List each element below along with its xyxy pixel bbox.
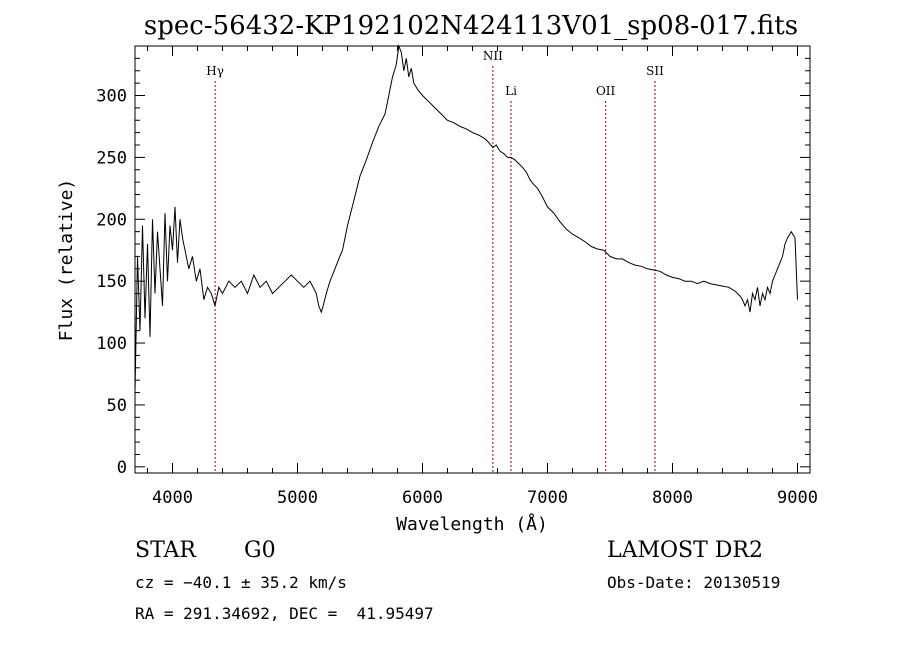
x-tick-label: 6000 — [402, 488, 443, 508]
x-tick-label: 9000 — [777, 488, 818, 508]
redshift-text: cz = −40.1 ± 35.2 km/s — [135, 573, 347, 592]
line-marker-label: Li — [505, 84, 517, 98]
y-tick-label: 0 — [117, 458, 127, 478]
line-marker-label: SII — [646, 64, 664, 78]
line-marker-label: OII — [596, 84, 616, 98]
y-tick-label: 250 — [96, 148, 127, 168]
x-tick-label: 5000 — [277, 488, 318, 508]
spectrum-line — [134, 44, 798, 393]
x-tick-label: 7000 — [527, 488, 568, 508]
y-axis-label: Flux (relative) — [56, 179, 77, 342]
x-tick-label: 4000 — [152, 488, 193, 508]
line-marker-label: NII — [483, 49, 503, 63]
y-tick-label: 100 — [96, 334, 127, 354]
y-tick-label: 200 — [96, 210, 127, 230]
object-class: STAR — [135, 538, 196, 563]
axis-ticks: 4000 5000 6000 7000 8000 9000 0 50 100 150 200 250 3… — [96, 46, 818, 508]
x-tick-label: 8000 — [652, 488, 693, 508]
y-tick-label: 300 — [96, 87, 127, 107]
y-tick-label: 50 — [107, 396, 127, 416]
line-markers: Hγ NII Li OII SII — [206, 49, 664, 473]
y-tick-label: 150 — [96, 272, 127, 292]
line-marker-label: Hγ — [206, 64, 224, 78]
x-axis-label: Wavelength (Å) — [396, 513, 548, 535]
object-subclass: G0 — [244, 538, 276, 563]
obs-date: Obs-Date: 20130519 — [607, 573, 781, 592]
plot-frame — [134, 45, 811, 474]
coordinates-text: RA = 291.34692, DEC = 41.95497 — [135, 604, 434, 623]
survey-label: LAMOST DR2 — [607, 538, 763, 563]
chart-title: spec-56432-KP192102N424113V01_sp08-017.f… — [144, 11, 798, 41]
